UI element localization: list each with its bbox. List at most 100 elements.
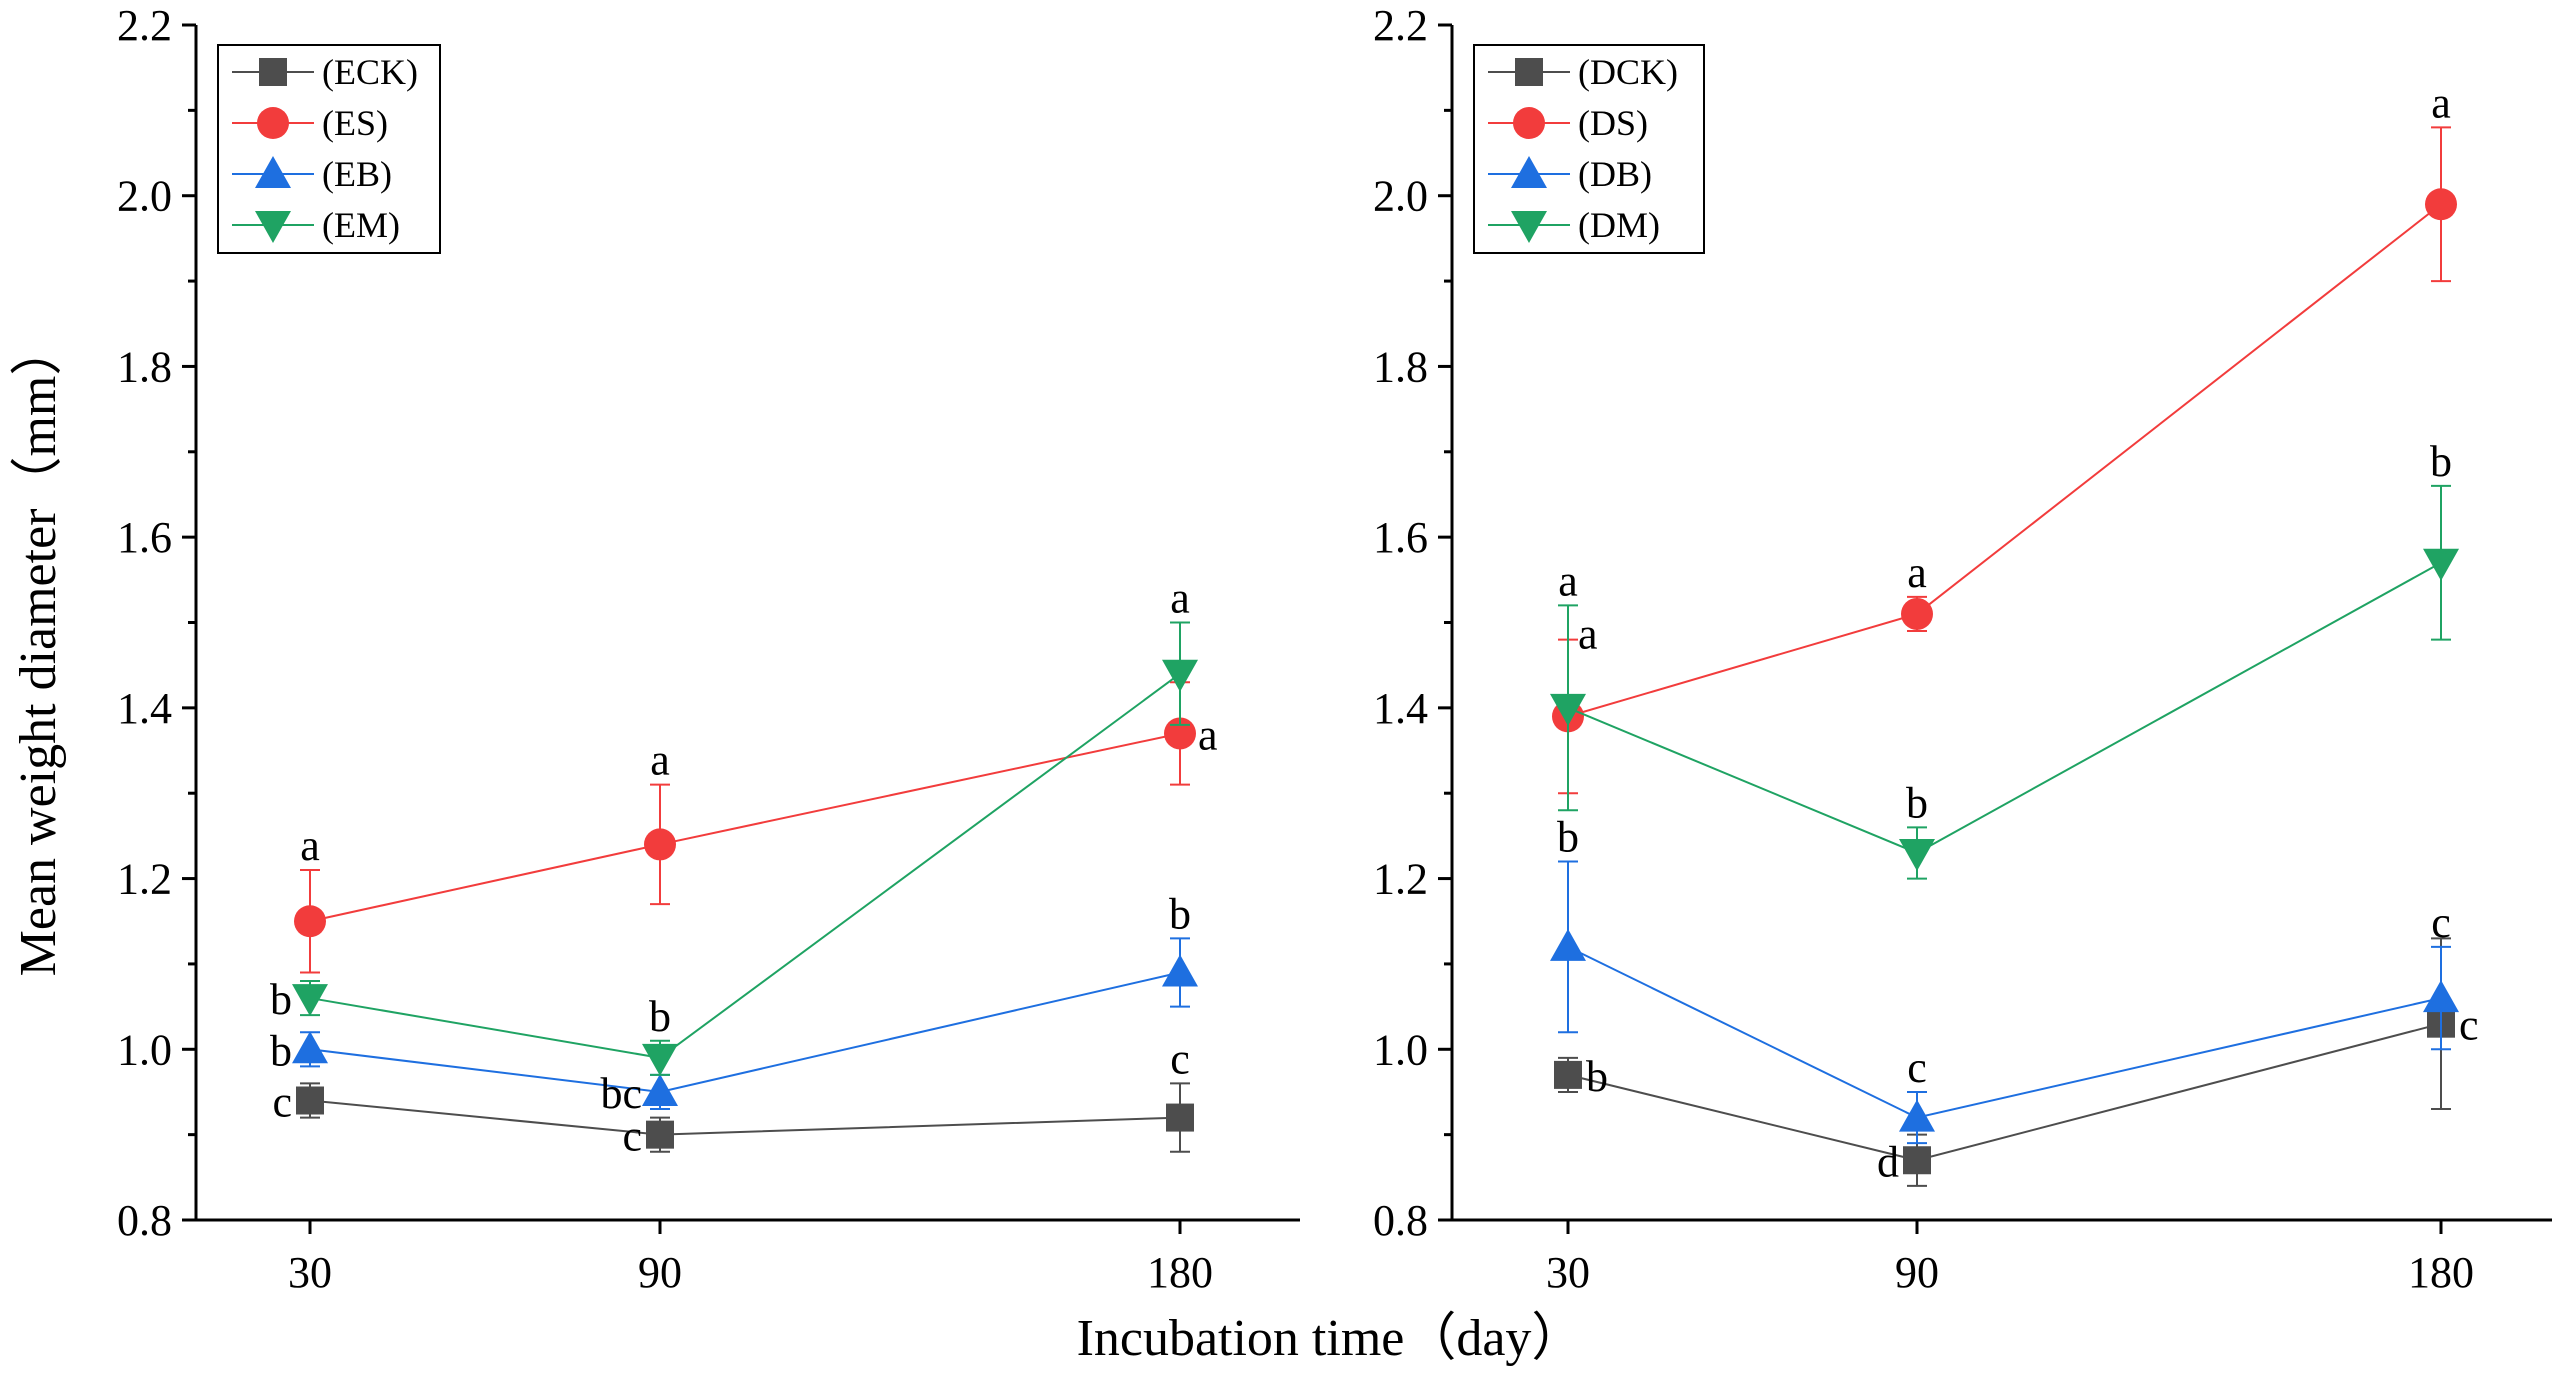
significance-letter: bc <box>600 1069 642 1118</box>
legend-marker <box>255 211 291 243</box>
data-point <box>642 1073 678 1106</box>
series-line <box>1567 203 2442 718</box>
legend-item: (EB) <box>232 154 392 194</box>
significance-letter: c <box>2431 898 2451 947</box>
x-tick-label: 90 <box>1895 1248 1939 1297</box>
significance-letter: c <box>1170 1034 1190 1083</box>
data-point <box>2425 188 2457 221</box>
significance-letter: b <box>270 1026 292 1075</box>
y-tick-label: 1.6 <box>1373 513 1428 562</box>
data-point <box>296 1086 324 1115</box>
data-point <box>642 1043 678 1076</box>
significance-letter: b <box>649 992 671 1041</box>
significance-letter: a <box>1558 556 1578 605</box>
significance-letter: a <box>1578 609 1598 658</box>
series-line <box>309 732 1181 923</box>
significance-letter: b <box>2430 437 2452 486</box>
significance-letter: a <box>300 821 320 870</box>
series-em: b ba <box>270 574 1198 1076</box>
significance-letter: c <box>1907 1043 1927 1092</box>
significance-letter: b <box>270 975 292 1024</box>
y-tick-label: 1.4 <box>117 684 172 733</box>
data-point <box>644 828 676 861</box>
legend-item: (ES) <box>232 103 388 143</box>
x-tick-label: 90 <box>638 1248 682 1297</box>
data-point <box>1554 1060 1582 1089</box>
legend-label: (EM) <box>322 205 400 245</box>
y-tick-label: 2.2 <box>117 1 172 50</box>
legend-label: (DM) <box>1578 205 1660 245</box>
y-tick-label: 1.2 <box>117 855 172 904</box>
legend-label: (DCK) <box>1578 52 1678 92</box>
data-point <box>1901 597 1933 630</box>
series-line <box>1567 945 2442 1119</box>
data-point <box>292 1031 328 1064</box>
data-point <box>1899 838 1935 871</box>
legend-label: (DB) <box>1578 154 1652 194</box>
legend-marker <box>255 156 291 188</box>
data-point <box>1162 659 1198 692</box>
legend: (DCK) (DS) (DB) (DM) <box>1473 44 1705 254</box>
legend-box <box>1473 44 1705 254</box>
panel-left: 0.81.01.21.41.61.82.02.230 90 180cccaaabbc… <box>117 1 1300 1297</box>
legend-item: (ECK) <box>232 52 418 92</box>
x-tick-label: 180 <box>2408 1248 2474 1297</box>
y-tick-label: 1.8 <box>1373 342 1428 391</box>
legend-marker <box>1513 107 1545 139</box>
significance-letter: a <box>1907 548 1927 597</box>
legend-marker <box>1511 156 1547 188</box>
legend-label: (ES) <box>322 103 388 143</box>
data-point <box>646 1120 674 1149</box>
series-line <box>309 971 1181 1093</box>
significance-letter: c <box>2459 1001 2479 1050</box>
series-line <box>309 1099 1181 1136</box>
y-tick-label: 1.8 <box>117 342 172 391</box>
significance-letter: a <box>1170 574 1190 623</box>
y-tick-label: 0.8 <box>117 1196 172 1245</box>
y-axis-title: Mean weight diameter（mm） <box>10 324 67 977</box>
legend-box <box>217 44 441 254</box>
y-tick-label: 1.4 <box>1373 684 1428 733</box>
data-point <box>2423 548 2459 581</box>
legend-item: (DB) <box>1488 154 1652 194</box>
series-es: a a a <box>294 681 1218 974</box>
significance-letter: a <box>1198 710 1218 759</box>
significance-letter: a <box>2431 78 2451 127</box>
legend-label: (ECK) <box>322 52 418 92</box>
data-point <box>294 905 326 938</box>
significance-letter: b <box>1906 778 1928 827</box>
series-dck: bdc <box>1554 937 2479 1187</box>
data-point <box>1550 928 1586 961</box>
legend: (ECK) (ES) (EB) (EM) <box>217 44 441 254</box>
significance-letter: c <box>272 1078 292 1127</box>
data-point <box>1899 1099 1935 1132</box>
data-point <box>1166 1103 1194 1132</box>
data-point <box>1550 693 1586 726</box>
data-point <box>2423 980 2459 1013</box>
significance-letter: b <box>1586 1052 1608 1101</box>
y-tick-label: 2.2 <box>1373 1 1428 50</box>
series-line <box>309 672 1181 1059</box>
x-tick-label: 180 <box>1147 1248 1213 1297</box>
y-tick-label: 1.0 <box>117 1025 172 1074</box>
y-tick-label: 2.0 <box>1373 172 1428 221</box>
x-axis-title: Incubation time（day） <box>1077 1310 1584 1367</box>
significance-letter: b <box>1557 813 1579 862</box>
legend-label: (DS) <box>1578 103 1648 143</box>
x-tick-label: 30 <box>288 1248 332 1297</box>
y-tick-label: 1.0 <box>1373 1025 1428 1074</box>
legend-item: (DCK) <box>1488 52 1678 92</box>
data-point <box>1903 1146 1931 1175</box>
x-tick-label: 30 <box>1546 1248 1590 1297</box>
panel-right: 0.81.01.21.41.61.82.02.230 90 180bdcaaabcc… <box>1373 1 2552 1297</box>
y-tick-label: 0.8 <box>1373 1196 1428 1245</box>
legend-label: (EB) <box>322 154 392 194</box>
series-dm: a b b <box>1550 437 2459 880</box>
significance-letter: c <box>622 1112 642 1161</box>
legend-item: (DS) <box>1488 103 1648 143</box>
y-tick-label: 1.6 <box>117 513 172 562</box>
series-eck: c c c <box>272 1034 1194 1161</box>
data-point <box>1162 954 1198 987</box>
